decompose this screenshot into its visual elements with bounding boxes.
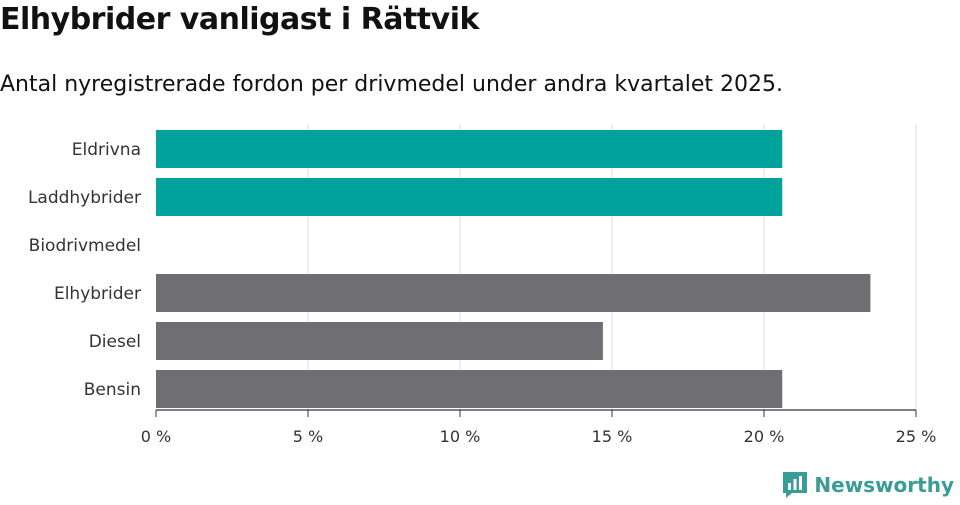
category-label: Elhybrider <box>54 284 141 304</box>
x-tick-label: 10 % <box>440 427 481 446</box>
category-label: Diesel <box>89 332 141 352</box>
bar-eldrivna <box>156 130 783 168</box>
x-tick-label: 15 % <box>592 427 633 446</box>
grid-lines <box>307 124 917 410</box>
x-tick-label: 0 % <box>141 427 171 446</box>
bar-chart: Eldrivna Laddhybrider Biodrivmedel Elhybrid… <box>28 124 937 446</box>
bar-diesel <box>156 322 603 360</box>
bars <box>156 130 871 408</box>
brand-name: Newsworthy <box>814 473 954 497</box>
category-label: Eldrivna <box>72 140 141 160</box>
category-labels: Eldrivna Laddhybrider Biodrivmedel Elhybrid… <box>28 140 141 400</box>
chart-title: Elhybrider vanligast i Rättvik <box>0 2 479 37</box>
x-tick-label: 25 % <box>896 427 937 446</box>
x-tick-label: 5 % <box>293 427 323 446</box>
bar-bensin <box>156 370 783 408</box>
category-label: Biodrivmedel <box>29 236 141 256</box>
x-tick-label: 20 % <box>744 427 785 446</box>
x-axis: 0 % 5 % 10 % 15 % 20 % 25 % <box>141 409 937 446</box>
bar-elhybrider <box>156 274 871 312</box>
chart-subtitle: Antal nyregistrerade fordon per drivmede… <box>0 72 783 97</box>
bar-laddhybrider <box>156 178 783 216</box>
newsworthy-logo-icon <box>783 472 808 498</box>
category-label: Laddhybrider <box>28 188 141 208</box>
category-label: Bensin <box>84 380 141 400</box>
newsworthy-brand: Newsworthy <box>782 471 954 499</box>
